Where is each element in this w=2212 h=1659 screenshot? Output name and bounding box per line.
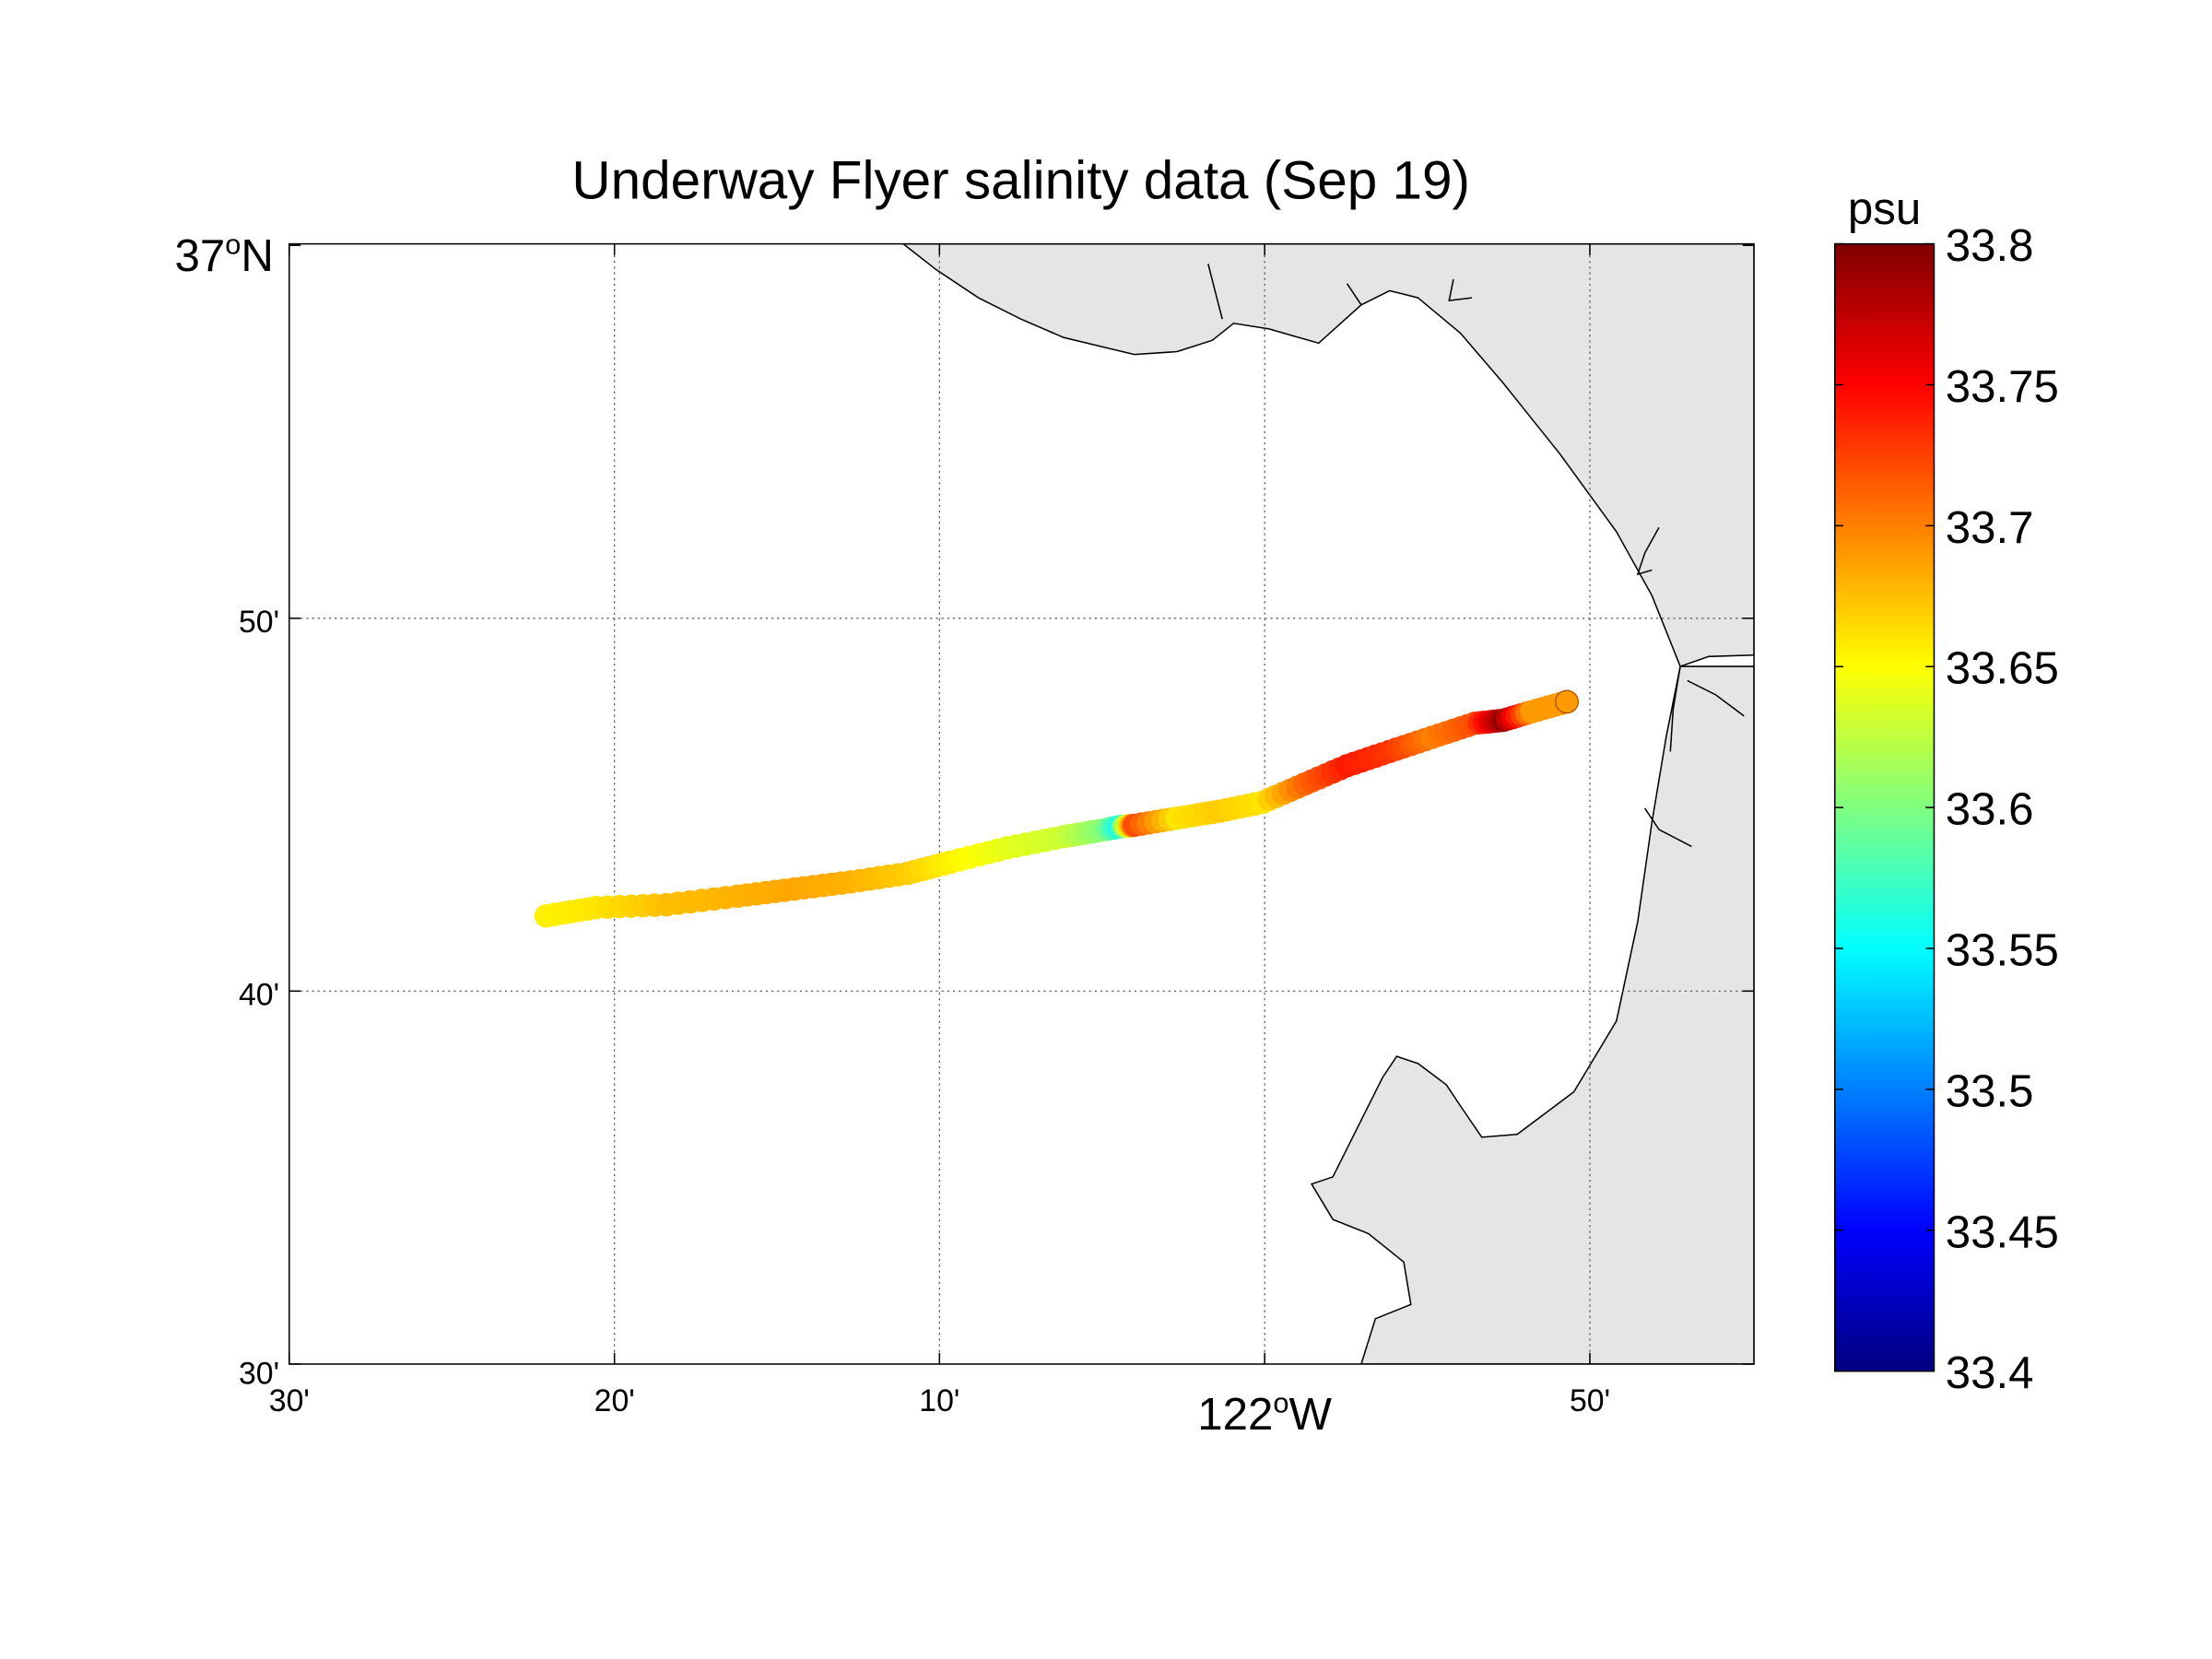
y-axis-label: 37oN (175, 228, 274, 280)
colorbar (1834, 242, 1936, 1372)
colorbar-tick-label: 33.7 (1946, 502, 2034, 553)
colorbar-tick-label: 33.55 (1946, 924, 2059, 975)
colorbar-tick-label: 33.75 (1946, 361, 2059, 412)
degree-symbol: o (225, 228, 241, 260)
salinity-track (534, 689, 1579, 928)
x-axis-label: 122oW (1197, 1386, 1332, 1439)
x-tick-label: 10' (919, 1383, 959, 1418)
y-tick-label: 30' (239, 1357, 279, 1392)
y-axis-ticks: 30' 40' 50' 37oN (175, 228, 1755, 1392)
x-tick-label: 30' (269, 1383, 310, 1418)
colorbar-tick-label: 33.8 (1946, 220, 2034, 271)
salinity-point (1555, 689, 1579, 714)
y-tick-label: 50' (239, 605, 279, 640)
land-north (901, 243, 1755, 668)
colorbar-tick-label: 33.5 (1946, 1065, 2034, 1116)
x-tick-label: 20' (594, 1383, 635, 1418)
hemisphere-label: W (1289, 1389, 1333, 1440)
colorbar-tick-label: 33.4 (1946, 1347, 2034, 1398)
x-tick-label: 50' (1570, 1383, 1610, 1418)
colorbar-tick-label: 33.6 (1946, 784, 2034, 835)
colorbar-tick-label: 33.45 (1946, 1206, 2059, 1257)
hemisphere-label: N (241, 230, 274, 281)
x-axis-ticks: 30' 20' 10' 122oW 50' (269, 243, 1610, 1440)
colorbar-ticks: 33.4 33.45 33.5 33.55 33.6 33.65 33.7 33.75 33.8 (1834, 220, 2059, 1398)
chart-title: Underway Flyer salinity data (Sep 19) (571, 150, 1470, 210)
land-layer (901, 243, 1755, 1364)
y-tick-label: 40' (239, 978, 279, 1013)
colorbar-label: psu (1848, 183, 1921, 234)
land-south (1310, 665, 1755, 1364)
river-lines (1207, 263, 1745, 848)
colorbar-tick-label: 33.65 (1946, 643, 2059, 694)
degree-symbol: o (1273, 1386, 1288, 1418)
plot-frame (288, 242, 1755, 1365)
grid-lines (288, 243, 1755, 1364)
